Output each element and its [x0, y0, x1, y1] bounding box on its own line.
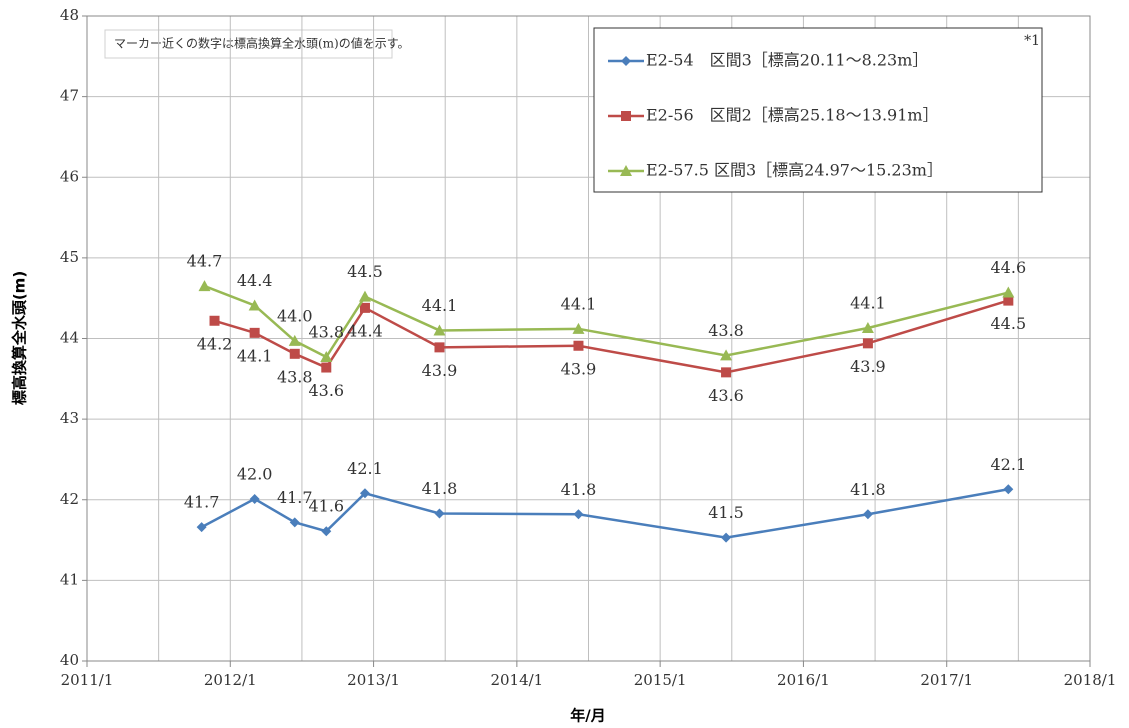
data-label: 44.5: [347, 262, 383, 281]
marker: [434, 342, 445, 353]
marker: [321, 526, 332, 537]
marker: [289, 348, 300, 359]
y-tick-label: 42: [60, 490, 79, 508]
data-label: 43.9: [850, 357, 886, 376]
marker: [358, 290, 371, 302]
y-tick-label: 48: [60, 6, 79, 24]
data-label: 44.2: [197, 334, 233, 353]
legend-marker: [621, 56, 631, 66]
y-tick-label: 40: [60, 651, 79, 669]
data-label: 43.8: [277, 367, 313, 386]
x-tick-label: 2015/1: [634, 671, 687, 689]
marker: [861, 322, 874, 334]
data-label: 41.6: [308, 497, 344, 516]
marker: [249, 493, 260, 504]
x-tick-label: 2017/1: [920, 671, 973, 689]
x-tick-label: 2011/1: [61, 671, 114, 689]
data-label: 44.4: [347, 321, 383, 340]
data-label: 43.6: [708, 386, 744, 405]
marker: [196, 522, 207, 533]
y-tick-label: 46: [60, 167, 79, 185]
legend-label: E2-54 区間3［標高20.11～8.23m］: [646, 51, 928, 70]
y-tick-label: 44: [60, 329, 79, 347]
marker: [249, 327, 260, 338]
x-axis-title: 年/月: [570, 707, 605, 725]
y-tick-label: 41: [60, 570, 79, 588]
data-label: 44.4: [237, 271, 273, 290]
data-label: 41.5: [708, 503, 744, 522]
legend-label: E2-57.5 区間3［標高24.97～15.23m］: [646, 161, 943, 180]
data-label: 41.8: [850, 480, 886, 499]
data-label: 42.0: [237, 464, 273, 483]
data-label: 44.1: [422, 296, 458, 315]
marker: [433, 324, 446, 336]
data-label: 42.1: [991, 455, 1027, 474]
data-label: 44.6: [991, 258, 1027, 277]
marker: [359, 302, 370, 313]
marker: [721, 532, 732, 543]
data-label: 42.1: [347, 459, 383, 478]
marker: [862, 338, 873, 349]
marker: [434, 508, 445, 519]
y-tick-label: 45: [60, 248, 79, 266]
data-label: 41.7: [277, 488, 313, 507]
data-label: 41.7: [184, 493, 220, 512]
marker: [721, 367, 732, 378]
marker: [1002, 286, 1015, 298]
data-label: 44.7: [187, 252, 223, 271]
data-label: 43.9: [561, 359, 597, 378]
marker: [720, 349, 733, 361]
legend-marker: [621, 111, 631, 121]
data-label: 43.8: [308, 323, 344, 342]
y-axis-title: 標高換算全水頭(m): [11, 271, 29, 405]
legend-marker: [620, 165, 632, 176]
marker: [1003, 484, 1014, 495]
x-tick-label: 2014/1: [490, 671, 543, 689]
data-label: 43.9: [422, 361, 458, 380]
series-line: [204, 284, 1009, 359]
marker: [862, 509, 873, 520]
x-tick-label: 2012/1: [204, 671, 257, 689]
marker: [248, 299, 261, 311]
marker: [573, 340, 584, 351]
y-tick-label: 47: [60, 87, 79, 105]
marker: [320, 351, 333, 363]
data-label: 44.5: [991, 314, 1027, 333]
marker: [359, 488, 370, 499]
data-label: 44.0: [277, 306, 313, 325]
x-tick-label: 2016/1: [777, 671, 830, 689]
x-tick-label: 2018/1: [1064, 671, 1117, 689]
marker: [288, 334, 301, 346]
marker: [572, 322, 585, 334]
data-label: 41.8: [422, 479, 458, 498]
legend-box: [593, 27, 1043, 193]
x-tick-label: 2013/1: [347, 671, 400, 689]
marker: [321, 362, 332, 373]
data-label: 44.1: [850, 294, 886, 313]
data-label: 43.6: [308, 381, 344, 400]
marker: [573, 509, 584, 520]
data-label: 44.1: [561, 294, 597, 313]
legend-label: E2-56 区間2［標高25.18～13.91m］: [646, 106, 939, 125]
marker: [198, 280, 211, 292]
data-label: 44.1: [237, 346, 273, 365]
series-line: [201, 488, 1009, 539]
data-label: 43.8: [708, 321, 744, 340]
series-line: [214, 299, 1009, 374]
marker: [289, 517, 300, 528]
y-tick-label: 43: [60, 409, 79, 427]
annotation-box: [104, 29, 393, 59]
marker: [1003, 295, 1014, 306]
legend-note: *1: [1024, 33, 1040, 49]
marker: [209, 315, 220, 326]
data-label: 41.8: [561, 480, 597, 499]
annotation: マーカー近くの数字は標高換算全水頭(m)の値を示す。: [114, 36, 410, 51]
